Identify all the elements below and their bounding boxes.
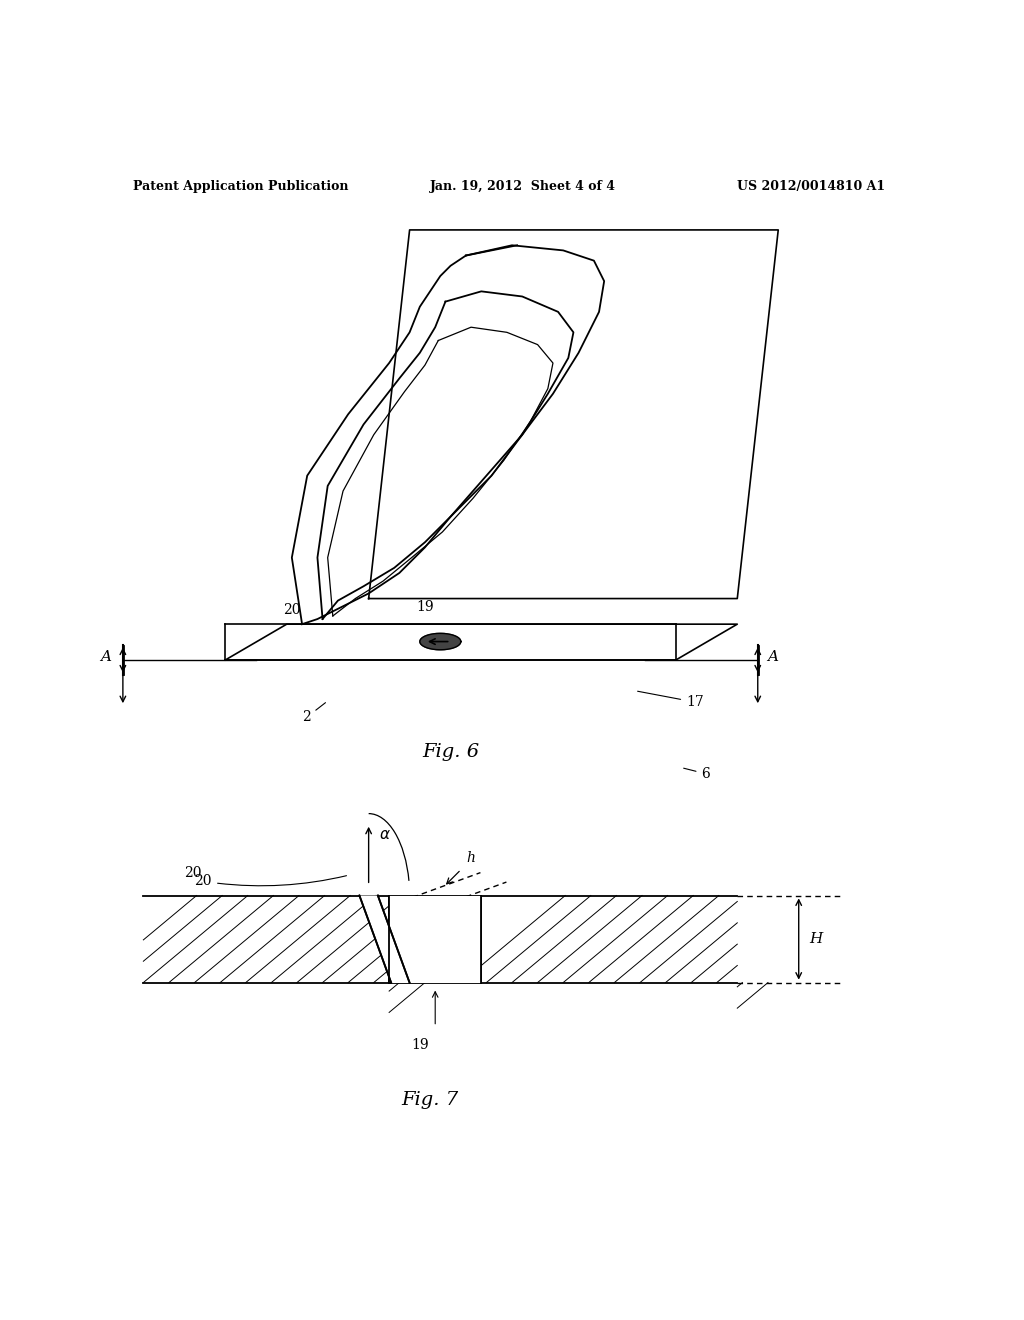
Polygon shape bbox=[359, 895, 410, 982]
Text: h: h bbox=[466, 851, 475, 865]
Text: $\alpha$: $\alpha$ bbox=[379, 828, 391, 842]
Text: 20: 20 bbox=[183, 866, 202, 880]
Text: 19: 19 bbox=[416, 599, 434, 614]
Text: Fig. 6: Fig. 6 bbox=[422, 743, 479, 762]
Text: US 2012/0014810 A1: US 2012/0014810 A1 bbox=[737, 181, 886, 194]
Text: 2: 2 bbox=[302, 702, 326, 725]
Text: A: A bbox=[100, 649, 111, 664]
Polygon shape bbox=[389, 895, 481, 982]
Text: Fig. 7: Fig. 7 bbox=[401, 1092, 459, 1109]
Text: 20: 20 bbox=[195, 874, 346, 888]
Text: A: A bbox=[768, 649, 778, 664]
Text: H: H bbox=[809, 932, 822, 946]
Ellipse shape bbox=[420, 634, 461, 649]
Text: Patent Application Publication: Patent Application Publication bbox=[133, 181, 348, 194]
Text: 6: 6 bbox=[684, 767, 711, 780]
Text: 17: 17 bbox=[638, 692, 703, 709]
Text: Jan. 19, 2012  Sheet 4 of 4: Jan. 19, 2012 Sheet 4 of 4 bbox=[430, 181, 616, 194]
Text: 19: 19 bbox=[411, 1038, 429, 1052]
Text: 20: 20 bbox=[283, 603, 301, 616]
